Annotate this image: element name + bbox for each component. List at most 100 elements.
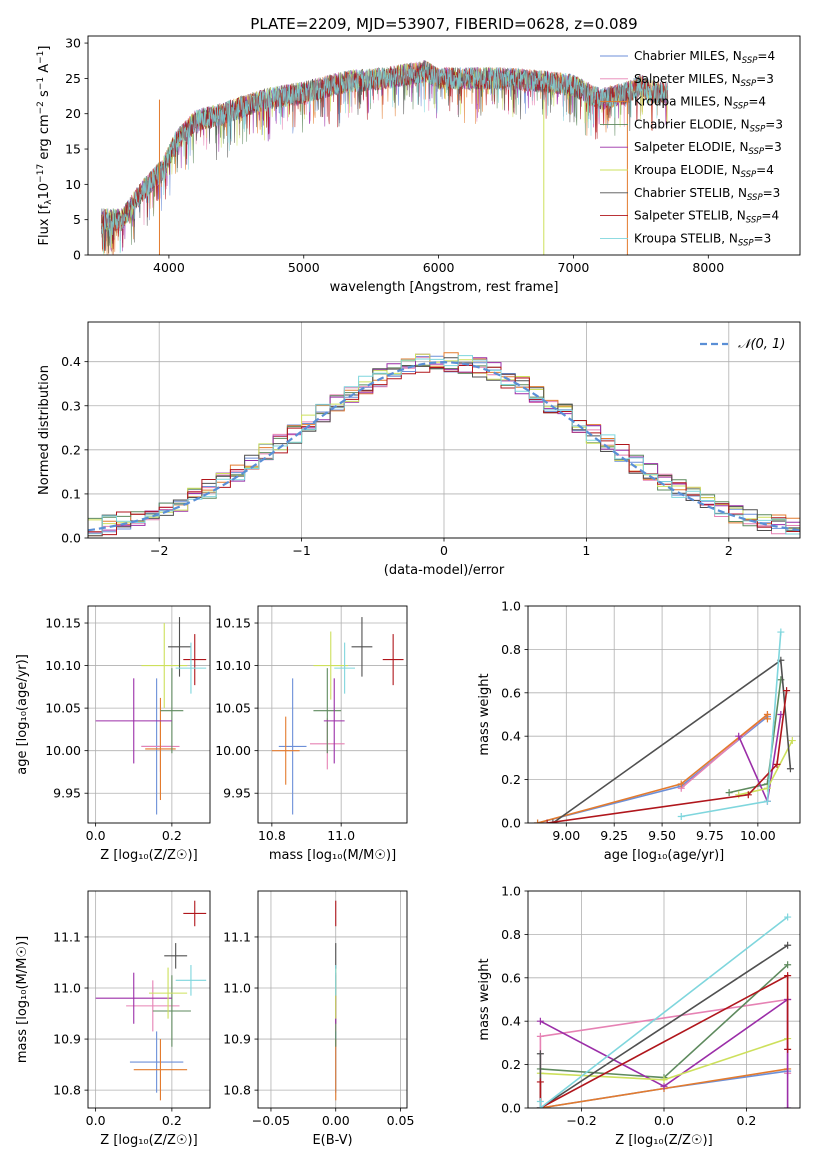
weight-marker (536, 1017, 544, 1025)
grid-age-vs-Z (88, 606, 210, 823)
axes-frame (257, 890, 408, 1109)
y-axis-label: mass weight (477, 958, 492, 1040)
legend-nssp-prefix: N (729, 231, 738, 245)
y-tick-label: 0.1 (61, 486, 81, 501)
x-tick-label: 0.00 (322, 1113, 350, 1128)
legend-model-name: Salpeter STELIB (634, 209, 729, 223)
axes-frame (257, 605, 408, 824)
y-tick-label: 1.0 (501, 599, 521, 614)
histogram-kroupa-miles (88, 352, 800, 537)
weight-marker (536, 1104, 544, 1108)
weight-marker (784, 1104, 792, 1108)
legend-nssp-sub: SSP (746, 216, 762, 226)
errorbar-salpeter-elodie (323, 678, 345, 764)
errorbar-salpeter-stelib (183, 900, 207, 927)
x-axis-label: E(B-V) (312, 1133, 352, 1148)
y-tick-label: 10.8 (223, 1083, 251, 1098)
histogram-salpeter-stelib (88, 365, 800, 536)
y-tick-label: 9.95 (53, 786, 81, 801)
plot-area-weight-vs-Z (536, 913, 792, 1108)
weight-marker (549, 819, 557, 823)
weight-marker (735, 732, 743, 740)
x-tick-label: 10.8 (258, 828, 286, 843)
weight-marker (763, 784, 771, 792)
weight-series-chabrier-miles (534, 713, 771, 823)
legend-nssp-prefix: N (733, 49, 742, 63)
x-tick-label: 9.00 (552, 828, 580, 843)
legend-label: Salpeter ELODIE, NSSP=3 (634, 140, 782, 157)
x-axis-label: Z [log₁₀(Z/Z☉)] (100, 1133, 197, 1148)
x-tick-label: 0.2 (162, 828, 182, 843)
axes-age-vs-Z: 0.0 0.2 9.95 10.00 10.05 10.10 10.15 Z [log₁₀(Z… (15, 605, 211, 863)
grid-age-vs-mass (258, 606, 407, 823)
y-tick-label: 11.0 (223, 981, 251, 996)
legend-separator: , (721, 231, 729, 245)
x-tick-label: −0.2 (566, 1113, 596, 1128)
y-axis-label-part: λ (44, 199, 54, 205)
weight-marker (784, 913, 792, 921)
weight-series-chabrier-stelib (549, 656, 794, 823)
legend-model-name: Chabrier STELIB (634, 186, 730, 200)
y-tick-label: 10 (65, 177, 81, 192)
x-tick-label: 9.50 (648, 828, 676, 843)
legend-equals: = (761, 209, 771, 223)
weight-marker (784, 1045, 792, 1053)
axes-frame (527, 890, 801, 1109)
errorbar-kroupa-miles (145, 697, 176, 801)
weight-series-chabrier-elodie (725, 676, 785, 797)
weight-marker (735, 791, 743, 799)
legend-equals: = (764, 140, 774, 154)
axes-frame (87, 890, 211, 1109)
legend-nssp-prefix: N (732, 163, 741, 177)
legend-nssp-value: 4 (767, 49, 775, 63)
x-tick-label: 9.75 (696, 828, 724, 843)
x-tick-label: 4000 (153, 260, 185, 275)
weight-line (547, 690, 788, 823)
weight-marker (660, 1076, 668, 1084)
plot-area-spectrum (101, 60, 669, 255)
weight-line (540, 997, 789, 1108)
plot-area-age-vs-mass (271, 617, 404, 815)
errorbar-kroupa-stelib (334, 642, 356, 694)
legend-label: Chabrier STELIB, NSSP=3 (634, 186, 780, 203)
axes-frame (87, 605, 211, 824)
axes-frame (87, 321, 801, 539)
errorbar-kroupa-stelib (175, 642, 207, 694)
figure-title: PLATE=2209, MJD=53907, FIBERID=0628, z=0… (250, 15, 637, 33)
y-axis-label-part: s (37, 90, 52, 101)
y-tick-label: 0.8 (501, 927, 521, 942)
legend-equals: = (757, 49, 767, 63)
x-axis-label: Z [log₁₀(Z/Z☉)] (100, 848, 197, 863)
x-tick-label: 5000 (288, 260, 320, 275)
y-tick-label: 10.15 (215, 616, 251, 631)
legend-nssp-prefix: N (739, 140, 748, 154)
legend-model-name: Chabrier ELODIE (634, 117, 733, 131)
legend-separator: , (730, 186, 738, 200)
y-axis-label: mass [log₁₀(M/M☉)] (15, 936, 30, 1063)
errorbar-chabrier-stelib (351, 617, 373, 677)
y-tick-label: 10.9 (53, 1032, 81, 1047)
errorbar-kroupa-elodie (313, 631, 349, 700)
y-axis-label: Flux [fλ10−17 erg cm−2 s−1 A−1] (36, 46, 54, 246)
errorbar-salpeter-elodie (95, 972, 172, 1024)
weight-marker (784, 961, 792, 969)
x-tick-label: 0.0 (654, 1113, 674, 1128)
y-axis-label-part: A (37, 64, 52, 77)
y-tick-label: 11.0 (53, 981, 81, 996)
weight-line (738, 740, 794, 796)
grid-mass-vs-Z (88, 891, 210, 1108)
weight-marker (543, 819, 551, 823)
plot-area-residuals (88, 352, 800, 537)
weight-marker (660, 1082, 668, 1090)
y-axis-label: age [log₁₀(age/yr)] (15, 654, 30, 775)
legend-label: Salpeter MILES, NSSP=3 (634, 72, 774, 89)
legend-equals: = (756, 163, 766, 177)
weight-marker (783, 687, 791, 695)
y-tick-label: 20 (65, 106, 81, 121)
y-tick-label: 0.0 (501, 816, 521, 831)
x-tick-label: 1 (582, 543, 590, 558)
y-tick-label: 0.4 (501, 729, 521, 744)
y-tick-label: 11.1 (223, 929, 251, 944)
weight-marker (536, 1078, 544, 1086)
weight-series-kroupa-stelib (536, 913, 792, 1108)
